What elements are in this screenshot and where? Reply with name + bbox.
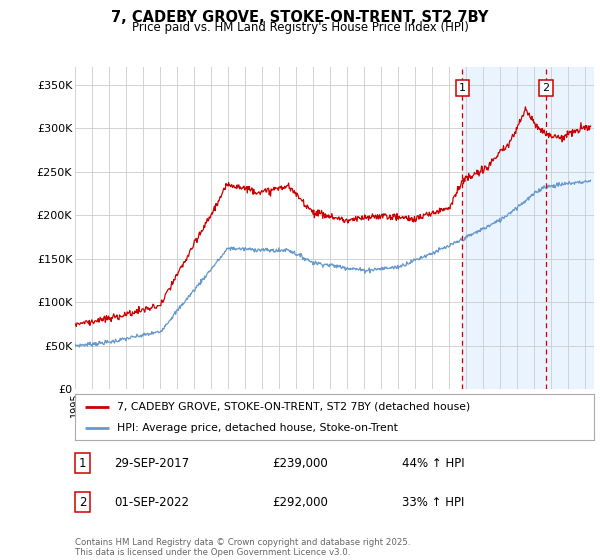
Text: £292,000: £292,000 [272, 496, 328, 508]
Text: 2: 2 [542, 83, 550, 93]
Text: 7, CADEBY GROVE, STOKE-ON-TRENT, ST2 7BY: 7, CADEBY GROVE, STOKE-ON-TRENT, ST2 7BY [112, 10, 488, 25]
Text: 29-SEP-2017: 29-SEP-2017 [114, 456, 189, 470]
Text: 01-SEP-2022: 01-SEP-2022 [114, 496, 189, 508]
Text: HPI: Average price, detached house, Stoke-on-Trent: HPI: Average price, detached house, Stok… [116, 423, 397, 433]
Text: 2: 2 [79, 496, 86, 508]
Text: 1: 1 [79, 456, 86, 470]
Bar [462, 67, 600, 389]
Text: 44% ↑ HPI: 44% ↑ HPI [402, 456, 464, 470]
Text: 7, CADEBY GROVE, STOKE-ON-TRENT, ST2 7BY (detached house): 7, CADEBY GROVE, STOKE-ON-TRENT, ST2 7BY… [116, 402, 470, 412]
Text: 1: 1 [458, 83, 466, 93]
Text: 33% ↑ HPI: 33% ↑ HPI [402, 496, 464, 508]
Text: £239,000: £239,000 [272, 456, 328, 470]
Text: Price paid vs. HM Land Registry's House Price Index (HPI): Price paid vs. HM Land Registry's House … [131, 21, 469, 34]
Text: Contains HM Land Registry data © Crown copyright and database right 2025.
This d: Contains HM Land Registry data © Crown c… [75, 538, 410, 557]
